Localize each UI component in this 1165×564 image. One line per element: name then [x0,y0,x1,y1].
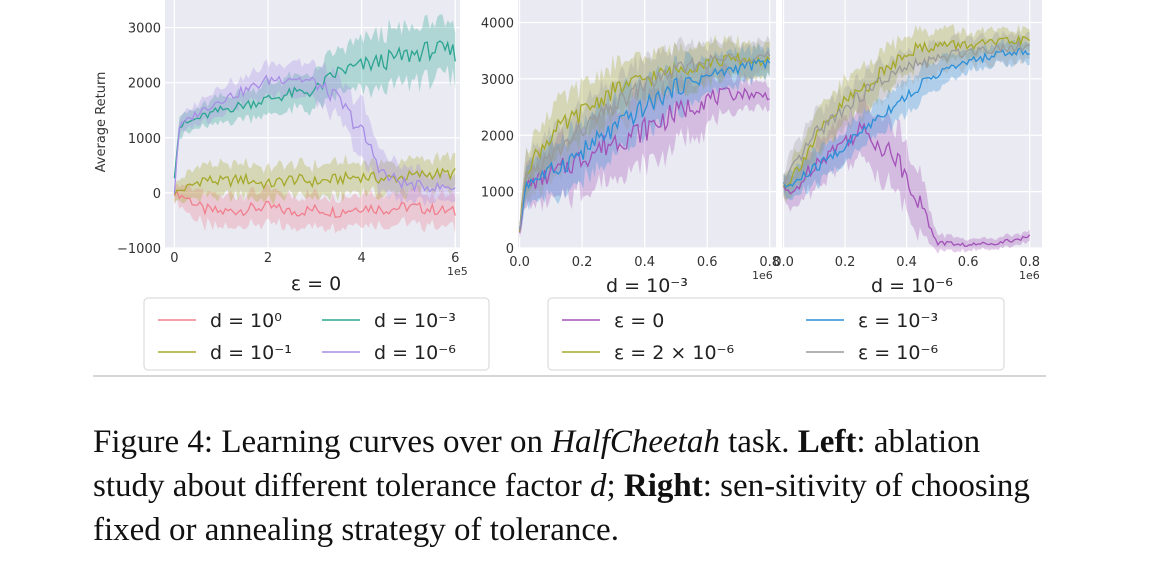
right-legend-label: ε = 10⁻³ [858,310,938,332]
right-x-tick-label: 0.2 [835,255,856,270]
right-legend-label: ε = 2 × 10⁻⁶ [614,342,734,364]
caption-left: Left [797,424,857,460]
caption-task: HalfCheetah [551,424,720,460]
left-band-lavender [174,58,456,207]
middle-x-tick-label: 0.2 [572,255,593,270]
right-x-tick-label: 0.0 [773,255,794,270]
right-x-multiplier: 1e6 [1019,269,1040,282]
right-grid [782,0,1042,249]
right-lines [782,34,1031,247]
right-series-blue [782,47,1030,189]
middle-chart: 0 1000 2000 3000 4000 0.0 0.2 0.4 0.6 0.8 1e6 d … [481,0,780,297]
caption-mid1: task. [719,424,798,460]
left-legend-label: d = 10⁻⁶ [374,342,456,364]
caption-mid2: : ablation study about different toleran… [93,424,981,504]
left-y-ticks: −1000 0 1000 2000 3000 [117,22,161,257]
left-series-olive [173,167,456,196]
right-band-olive [783,24,1030,202]
middle-x-tick-label: 0.4 [634,255,655,270]
right-x-label: d = 10⁻⁶ [871,275,953,297]
middle-x-ticks: 0.0 0.2 0.4 0.6 0.8 [509,255,780,270]
middle-band-olive [519,34,770,238]
left-legend-label: d = 10⁻¹ [210,342,292,364]
caption-end: : sen-sitivity of choosing fixed or anne… [93,468,1030,548]
left-series-teal [173,40,456,179]
middle-series-gray [518,50,771,231]
right-legend-box [547,297,1005,371]
caption-var: d [589,468,607,504]
right-legend-label: ε = 0 [614,310,664,332]
left-x-tick-label: 4 [358,251,366,266]
left-legend-label: d = 10⁻³ [374,310,456,332]
left-x-tick-label: 2 [264,251,272,266]
middle-y-tick-label: 0 [506,242,514,257]
right-series-olive [783,34,1031,189]
right-band-gray [783,30,1030,195]
right-band-blue [783,36,1030,201]
middle-y-tick-label: 1000 [481,186,514,201]
left-legend-box [143,297,490,371]
right-series-purple [782,120,1031,247]
right-series-gray [782,39,1030,185]
middle-x-label: d = 10⁻³ [606,275,688,297]
right-chart: 0.0 0.2 0.4 0.6 0.8 1e6 d = 10⁻⁶ [773,0,1042,297]
right-x-tick-label: 0.6 [958,255,979,270]
left-y-tick-label: 3000 [128,22,161,37]
right-legend: ε = 0 ε = 10⁻³ ε = 2 × 10⁻⁶ ε = 10⁻⁶ [547,297,1005,371]
middle-bands [519,34,770,239]
right-x-tick-label: 0.4 [896,255,917,270]
left-series-lavender [173,74,456,194]
left-legend-label: d = 10⁰ [210,310,282,332]
figure-caption: Figure 4: Learning curves over on HalfCh… [93,420,1053,552]
left-chart: −1000 0 1000 2000 3000 0 2 4 6 1e5 ε = 0 Averag… [94,0,468,295]
left-grid [165,0,460,249]
middle-lines [518,50,771,233]
right-legend-label: ε = 10⁻⁶ [858,342,938,364]
left-plot-area [165,0,460,248]
middle-x-multiplier: 1e6 [752,269,773,282]
right-x-ticks: 0.0 0.2 0.4 0.6 0.8 [773,255,1040,270]
middle-y-tick-label: 3000 [481,73,514,88]
left-y-tick-label: 1000 [128,132,161,147]
right-x-tick-label: 0.8 [1019,255,1040,270]
caption-right: Right [623,468,703,504]
middle-y-tick-label: 4000 [481,17,514,32]
left-band-teal [174,14,456,184]
caption-prefix: Figure 4: Learning curves over on [93,424,552,460]
middle-series-blue [518,57,771,230]
middle-x-tick-label: 0.8 [759,255,780,270]
left-x-multiplier: 1e5 [447,265,468,278]
middle-y-tick-label: 2000 [481,129,514,144]
left-y-label: Average Return [94,72,109,173]
middle-band-purple [519,63,770,239]
left-y-tick-label: 2000 [128,77,161,92]
left-band-pink [174,183,456,234]
left-x-label: ε = 0 [291,273,341,295]
middle-series-purple [518,87,770,233]
left-x-tick-label: 0 [170,251,178,266]
left-x-ticks: 0 2 4 6 [170,251,459,266]
left-x-tick-label: 6 [451,251,459,266]
left-series-pink [173,189,456,219]
middle-x-tick-label: 0.6 [697,255,718,270]
left-y-tick-label: −1000 [117,242,161,257]
caption-mid3: ; [606,468,624,504]
middle-band-blue [519,43,770,235]
middle-y-ticks: 0 1000 2000 3000 4000 [481,17,514,257]
left-legend: d = 10⁰ d = 10⁻³ d = 10⁻¹ d = 10⁻⁶ [143,297,490,371]
left-lines [173,40,456,219]
middle-band-gray [519,34,770,235]
middle-x-tick-label: 0.0 [509,255,530,270]
left-y-tick-label: 0 [153,187,161,202]
